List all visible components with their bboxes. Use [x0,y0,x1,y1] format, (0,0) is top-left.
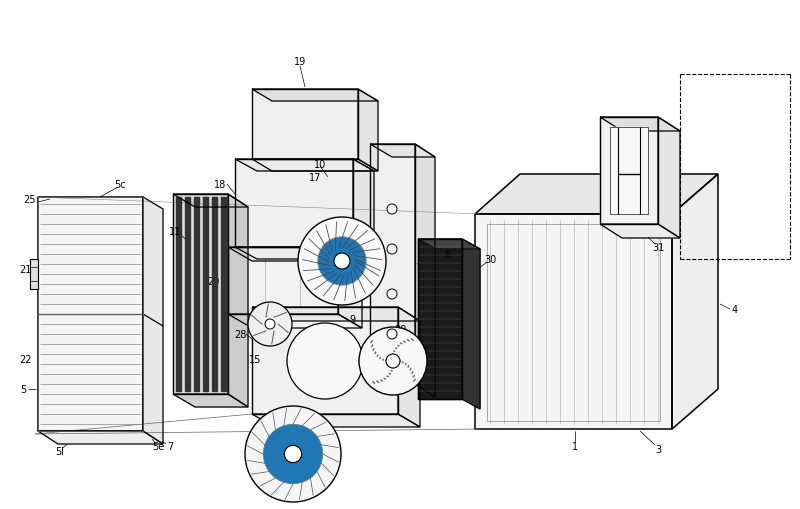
Circle shape [298,217,386,305]
Text: 17: 17 [309,173,321,183]
Circle shape [248,302,292,346]
Text: 1: 1 [572,441,578,451]
Text: 4: 4 [732,304,738,315]
Text: 7: 7 [167,441,173,451]
Polygon shape [173,194,228,394]
Polygon shape [235,247,374,260]
Circle shape [263,425,322,484]
Polygon shape [672,175,718,429]
Text: 5l: 5l [55,446,65,456]
Circle shape [334,253,350,269]
Polygon shape [228,247,362,262]
Text: 13: 13 [309,359,321,369]
Polygon shape [38,431,163,444]
Polygon shape [228,315,362,328]
Text: 27: 27 [266,434,278,444]
Polygon shape [228,194,248,407]
Polygon shape [475,215,672,429]
Polygon shape [353,160,374,260]
Text: 22: 22 [18,354,31,364]
Circle shape [318,237,366,286]
Circle shape [387,244,397,254]
Circle shape [387,290,397,299]
Polygon shape [418,240,462,399]
Polygon shape [370,145,415,384]
Circle shape [287,323,363,399]
Polygon shape [252,160,378,172]
Text: 28: 28 [234,329,246,340]
Text: 10: 10 [314,160,326,169]
Circle shape [359,327,427,395]
Text: 31: 31 [652,242,664,252]
Text: 5e: 5e [152,441,164,451]
Polygon shape [203,197,208,391]
Text: 3: 3 [655,444,661,454]
Text: 30: 30 [484,254,496,265]
Circle shape [284,445,302,463]
Polygon shape [212,197,217,391]
Circle shape [245,406,341,502]
Text: 9: 9 [349,315,355,324]
Polygon shape [194,197,199,391]
Text: 19: 19 [294,57,306,67]
Polygon shape [173,194,248,208]
Polygon shape [173,394,248,407]
Polygon shape [398,307,420,427]
Polygon shape [475,175,718,215]
Polygon shape [370,145,435,158]
Polygon shape [252,414,420,427]
Polygon shape [228,247,338,315]
Text: 11: 11 [169,227,181,237]
Polygon shape [185,197,190,391]
Polygon shape [252,90,358,160]
Polygon shape [235,160,374,172]
Text: 5c: 5c [114,180,126,190]
Text: 28': 28' [325,452,339,462]
Polygon shape [221,197,226,391]
Polygon shape [252,307,398,414]
Polygon shape [610,128,648,215]
Polygon shape [252,90,378,102]
Polygon shape [176,197,181,391]
Polygon shape [38,197,143,431]
Polygon shape [600,224,680,239]
Text: 25: 25 [24,194,36,205]
Polygon shape [418,240,480,249]
Polygon shape [235,160,353,247]
Polygon shape [30,260,38,290]
Text: 20: 20 [207,276,219,287]
Polygon shape [358,90,378,172]
Polygon shape [338,247,362,328]
Polygon shape [600,118,680,132]
Polygon shape [143,197,163,444]
Text: 29: 29 [394,324,406,334]
Text: 5: 5 [20,384,26,394]
Circle shape [387,329,397,340]
Circle shape [387,205,397,215]
Polygon shape [658,118,680,239]
Circle shape [386,354,400,369]
Circle shape [265,319,275,329]
Polygon shape [415,145,435,397]
Text: 15: 15 [249,354,261,364]
Polygon shape [462,240,480,409]
Polygon shape [252,307,420,321]
Text: 21: 21 [19,265,31,274]
Text: 8: 8 [444,249,450,260]
Polygon shape [600,118,658,224]
Text: 18: 18 [214,180,226,190]
